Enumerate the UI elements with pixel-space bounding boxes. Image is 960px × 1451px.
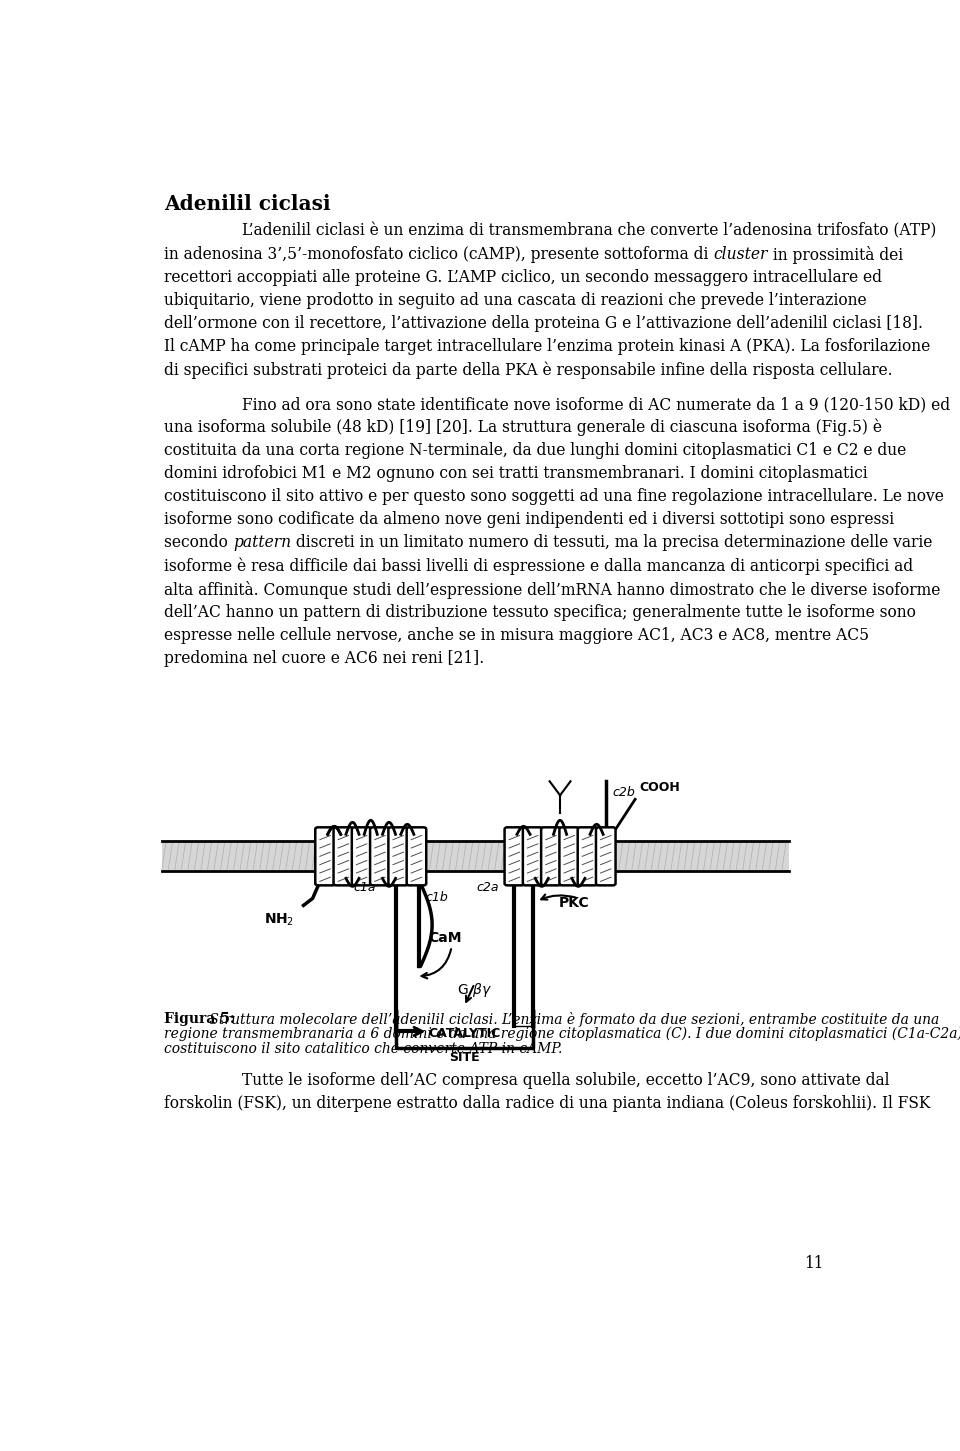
Text: alta affinità. Comunque studi dell’espressione dell’mRNA hanno dimostrato che le: alta affinità. Comunque studi dell’espre…: [164, 580, 941, 599]
Text: costituiscono il sito attivo e per questo sono soggetti ad una fine regolazione : costituiscono il sito attivo e per quest…: [164, 489, 944, 505]
FancyBboxPatch shape: [560, 827, 579, 885]
Text: in adenosina 3’,5’-monofosfato ciclico (cAMP), presente sottoforma di: in adenosina 3’,5’-monofosfato ciclico (…: [164, 245, 713, 263]
FancyBboxPatch shape: [541, 827, 561, 885]
FancyBboxPatch shape: [578, 827, 597, 885]
Text: L’adenilil ciclasi è un enzima di transmembrana che converte l’adenosina trifosf: L’adenilil ciclasi è un enzima di transm…: [242, 222, 936, 239]
Text: CaM: CaM: [428, 932, 462, 946]
Text: SITE: SITE: [448, 1052, 479, 1065]
Text: Fino ad ora sono state identificate nove isoforme di AC numerate da 1 a 9 (120-1: Fino ad ora sono state identificate nove…: [242, 396, 949, 414]
Text: costituita da una corta regione N-terminale, da due lunghi domini citoplasmatici: costituita da una corta regione N-termin…: [164, 443, 906, 459]
Text: c2a: c2a: [476, 881, 498, 894]
Text: isoforme sono codificate da almeno nove geni indipendenti ed i diversi sottotipi: isoforme sono codificate da almeno nove …: [164, 511, 895, 528]
Text: domini idrofobici M1 e M2 ognuno con sei tratti transmembranari. I domini citopl: domini idrofobici M1 e M2 ognuno con sei…: [164, 466, 868, 482]
Text: ubiquitario, viene prodotto in seguito ad una cascata di reazioni che prevede l’: ubiquitario, viene prodotto in seguito a…: [164, 292, 867, 309]
Text: Tutte le isoforme dell’AC compresa quella solubile, eccetto l’AC9, sono attivate: Tutte le isoforme dell’AC compresa quell…: [242, 1071, 889, 1088]
FancyBboxPatch shape: [407, 827, 426, 885]
Text: di specifici substrati proteici da parte della PKA è responsabile infine della r: di specifici substrati proteici da parte…: [164, 361, 893, 379]
Text: predomina nel cuore e AC6 nei reni [21].: predomina nel cuore e AC6 nei reni [21].: [164, 650, 485, 667]
Text: discreti in un limitato numero di tessuti, ma la precisa determinazione delle va: discreti in un limitato numero di tessut…: [291, 534, 932, 551]
FancyBboxPatch shape: [523, 827, 542, 885]
Text: isoforme è resa difficile dai bassi livelli di espressione e dalla mancanza di a: isoforme è resa difficile dai bassi live…: [164, 557, 913, 575]
Text: G $\beta\gamma$: G $\beta\gamma$: [457, 981, 492, 1000]
FancyBboxPatch shape: [505, 827, 524, 885]
Text: NH$_2$: NH$_2$: [264, 911, 295, 927]
Text: pattern: pattern: [233, 534, 291, 551]
Text: Il cAMP ha come principale target intracellulare l’enzima protein kinasi A (PKA): Il cAMP ha come principale target intrac…: [164, 338, 930, 355]
Text: una isoforma solubile (48 kD) [19] [20]. La struttura generale di ciascuna isofo: una isoforma solubile (48 kD) [19] [20].…: [164, 419, 882, 437]
FancyBboxPatch shape: [315, 827, 335, 885]
Text: secondo: secondo: [164, 534, 233, 551]
FancyBboxPatch shape: [596, 827, 615, 885]
Text: COOH: COOH: [639, 781, 680, 794]
Text: cluster: cluster: [713, 245, 768, 263]
Text: c2b: c2b: [612, 786, 635, 800]
Bar: [162, 842, 788, 872]
Text: costituiscono il sito catalitico che converte ATP in cAMP.: costituiscono il sito catalitico che con…: [164, 1042, 563, 1055]
Text: c1b: c1b: [425, 891, 448, 904]
FancyBboxPatch shape: [333, 827, 353, 885]
FancyBboxPatch shape: [389, 827, 408, 885]
Text: espresse nelle cellule nervose, anche se in misura maggiore AC1, AC3 e AC8, ment: espresse nelle cellule nervose, anche se…: [164, 627, 870, 644]
Text: in prossimità dei: in prossimità dei: [768, 245, 903, 264]
Text: Struttura molecolare dell’adenilil ciclasi. L’enzima è formato da due sezioni, e: Struttura molecolare dell’adenilil cicla…: [204, 1013, 939, 1027]
Text: Figura 5:: Figura 5:: [164, 1013, 235, 1026]
FancyBboxPatch shape: [371, 827, 390, 885]
Text: dell’AC hanno un pattern di distribuzione tessuto specifica; generalmente tutte : dell’AC hanno un pattern di distribuzion…: [164, 604, 916, 621]
Text: Adenilil ciclasi: Adenilil ciclasi: [164, 194, 331, 215]
Text: forskolin (FSK), un diterpene estratto dalla radice di una pianta indiana (Coleu: forskolin (FSK), un diterpene estratto d…: [164, 1094, 930, 1111]
Text: CATALYTIC: CATALYTIC: [428, 1027, 500, 1040]
Text: PKC: PKC: [559, 897, 589, 910]
Text: regione transmembranaria a 6 domini e da una regione citoplasmatica (C). I due d: regione transmembranaria a 6 domini e da…: [164, 1027, 960, 1042]
FancyBboxPatch shape: [351, 827, 372, 885]
Text: recettori accoppiati alle proteine G. L’AMP ciclico, un secondo messaggero intra: recettori accoppiati alle proteine G. L’…: [164, 268, 882, 286]
Text: dell’ormone con il recettore, l’attivazione della proteina G e l’attivazione del: dell’ormone con il recettore, l’attivazi…: [164, 315, 924, 332]
Text: c1a: c1a: [353, 881, 376, 894]
Text: 11: 11: [804, 1255, 824, 1273]
